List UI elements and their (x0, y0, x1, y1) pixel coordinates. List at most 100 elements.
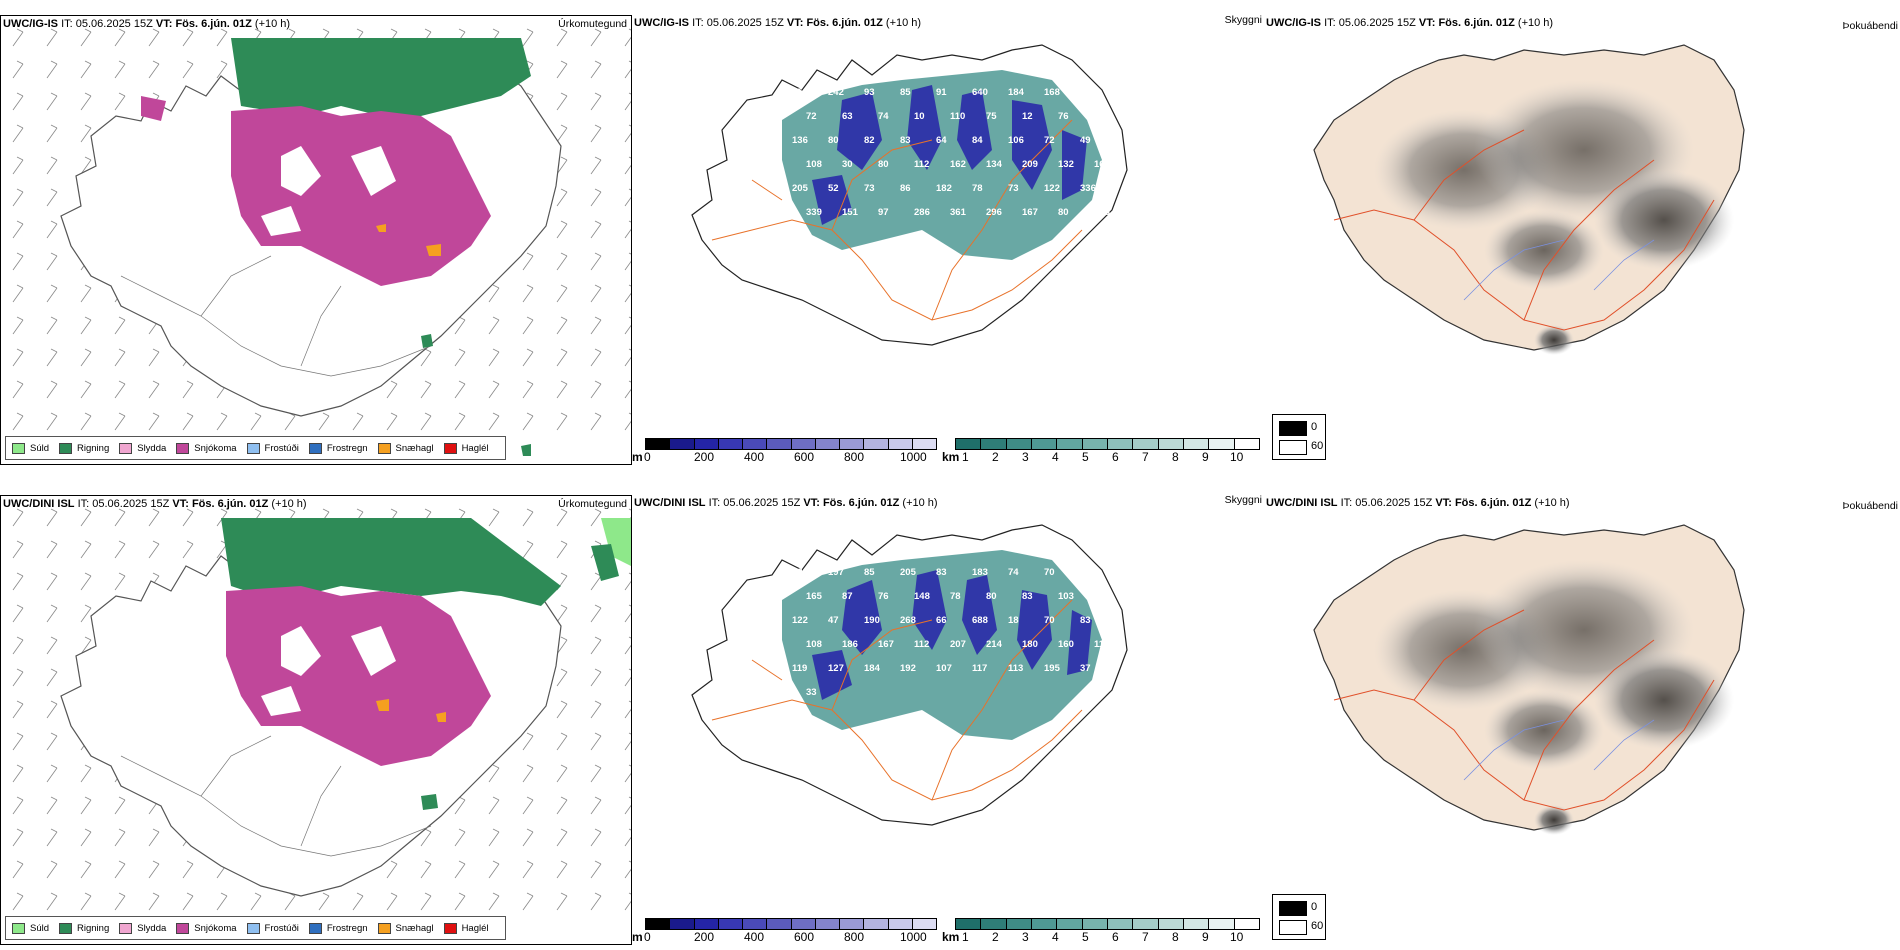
wind-barb (114, 383, 126, 399)
wind-barb (46, 607, 58, 623)
scale-color-step (743, 919, 768, 929)
wind-barb (454, 831, 466, 847)
wind-barb-tick (16, 28, 24, 33)
wind-barb-tick (526, 92, 534, 97)
wind-barb (148, 415, 160, 431)
scale-color-step (888, 919, 913, 929)
cloud-base-value: 33 (806, 687, 817, 698)
cloud-base-scale: m 0 200 400 600 800 1000 (632, 438, 937, 468)
wind-barb (352, 895, 364, 911)
cloud-base-value: 77 (792, 231, 803, 242)
wind-barb-tick (492, 796, 500, 801)
wind-barb-tick (254, 892, 262, 897)
scale-color-step (912, 919, 936, 929)
wind-barb (216, 415, 228, 431)
cloud-base-value: 197 (828, 567, 844, 578)
cloud-base-value: 64 (936, 135, 947, 146)
cloud-base-value: 85 (864, 567, 875, 578)
cloud-base-value: 127 (828, 663, 844, 674)
wind-barb-tick (628, 732, 631, 735)
wind-barb (182, 863, 194, 879)
scale-color-step (815, 919, 840, 929)
wind-barb (454, 415, 466, 431)
model-name: UWC/IG-IS (3, 18, 58, 30)
wind-barb-tick (50, 252, 58, 257)
wind-barb-tick (628, 156, 631, 159)
wind-barb (114, 575, 126, 591)
wind-barb (590, 31, 602, 47)
wind-barb-tick (50, 348, 58, 353)
scale-color-step (912, 439, 936, 449)
wind-barb-tick (526, 380, 534, 385)
wind-barb-tick (594, 156, 602, 161)
wind-barb-tick (84, 796, 92, 801)
wind-barb (114, 351, 126, 367)
wind-barb-tick (118, 796, 126, 801)
wind-barb-tick (526, 252, 534, 257)
wind-barb-tick (390, 380, 398, 385)
wind-barb-tick (84, 28, 92, 33)
cloud-base-value: 103 (1058, 591, 1074, 602)
legend-swatch (176, 442, 190, 454)
map-type-title: Úrkomutegund (558, 18, 627, 30)
wind-barb-tick (50, 604, 58, 609)
fog-blob (1484, 690, 1604, 770)
scale-color-step (1234, 439, 1259, 449)
wind-barb-tick (492, 508, 500, 513)
wind-barb-tick (560, 540, 568, 545)
wind-barb-tick (16, 860, 24, 865)
cloud-base-value: 18 (1008, 615, 1019, 626)
legend-item: Rigning (59, 922, 109, 934)
scale-tick: 7 (1142, 450, 1149, 464)
scale-color-step (1082, 439, 1108, 449)
legend-swatch (59, 442, 73, 454)
panel-header: UWC/IG-IS IT: 05.06.2025 15Z VT: Fös. 6.… (1266, 17, 1553, 29)
scale-color-step (694, 439, 719, 449)
it-label: IT: (77, 498, 90, 510)
cloud-base-value: 150 (792, 87, 808, 98)
cloud-base-value: 52 (828, 183, 839, 194)
cloud-base-value: 168 (1044, 87, 1060, 98)
wind-barb-tick (560, 828, 568, 833)
precip-type-panel: UWC/IG-IS IT: 05.06.2025 15Z VT: Fös. 6.… (0, 0, 632, 470)
vt-value: Fös. 6.jún. 01Z (1438, 17, 1515, 29)
wind-barb-tick (424, 412, 432, 417)
vt-label: VT: (155, 18, 173, 30)
cloud-base-value: 66 (936, 615, 947, 626)
cloud-base-value: 70 (1044, 615, 1055, 626)
cloud-base-value: 72 (806, 111, 817, 122)
scale-tick: 4 (1052, 930, 1059, 944)
wind-barb-tick (492, 828, 500, 833)
wind-barb-tick (594, 508, 602, 513)
wind-barb-tick (220, 892, 228, 897)
wind-barb (80, 383, 92, 399)
fog-swatch-high (1279, 920, 1307, 935)
wind-barb (80, 63, 92, 79)
wind-barb-tick (16, 540, 24, 545)
wind-barb-tick (16, 764, 24, 769)
wind-barb (12, 415, 24, 431)
wind-barb (12, 607, 24, 623)
wind-barb (46, 639, 58, 655)
wind-barb-tick (594, 700, 602, 705)
wind-barb (624, 164, 631, 175)
legend-item: Snæhagl (377, 442, 434, 454)
wind-barb (46, 575, 58, 591)
cloud-base-value: 640 (972, 87, 988, 98)
wind-barb-tick (50, 636, 58, 641)
wind-barb (250, 895, 262, 911)
wind-barb-tick (16, 636, 24, 641)
wind-barb-tick (628, 700, 631, 703)
wind-barb-tick (424, 828, 432, 833)
cloud-base-value: 12 (1022, 111, 1033, 122)
wind-barb (386, 863, 398, 879)
wind-barb (80, 831, 92, 847)
scale-bar (955, 438, 1260, 450)
cloud-base-value: 63 (1080, 87, 1091, 98)
wind-barb-tick (84, 316, 92, 321)
scale-color-step (1133, 439, 1159, 449)
legend-swatch (12, 442, 25, 454)
wind-barb (80, 351, 92, 367)
wind-barb-tick (628, 380, 631, 383)
wind-barb-tick (560, 892, 568, 897)
